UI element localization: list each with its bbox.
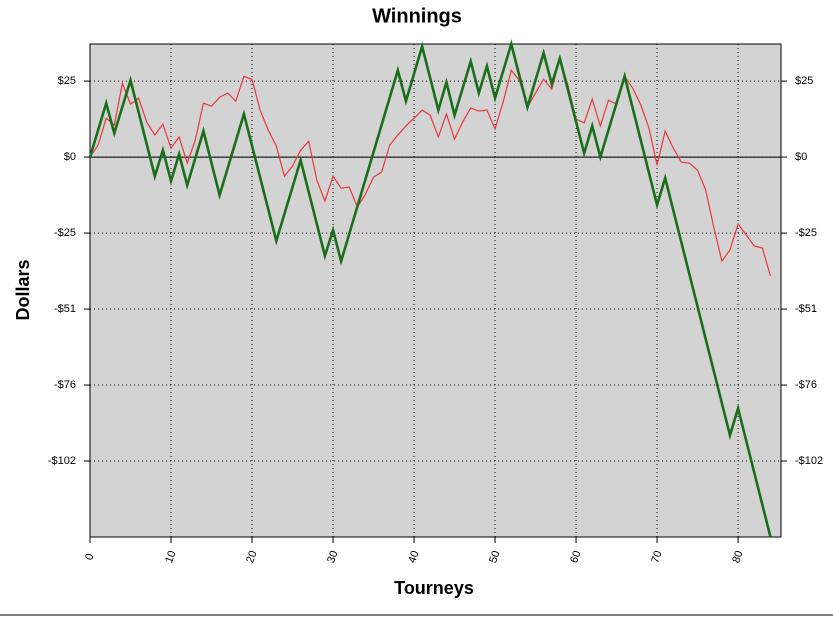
y2-tick-label: -$51	[795, 303, 817, 315]
y-tick-label: -$51	[54, 303, 76, 315]
series-line	[88, 39, 772, 538]
y-tick-label: -$102	[48, 455, 76, 467]
y2-tick-label: -$25	[795, 227, 817, 239]
x-tick-label: 50	[487, 549, 502, 565]
y2-tick-label: $25	[795, 75, 813, 87]
x-tick-label: 30	[325, 549, 340, 565]
x-tick-label: 60	[568, 549, 583, 565]
y2-tick-label: -$76	[795, 379, 817, 391]
series-line	[89, 56, 772, 277]
x-axis-label: Tourneys	[394, 578, 474, 598]
x-tick-label: 20	[244, 549, 259, 565]
x-tick-label: 0	[83, 552, 96, 562]
x-tick-label: 70	[649, 549, 664, 565]
x-tick-label: 10	[163, 549, 178, 565]
y-axis-label: Dollars	[13, 259, 33, 320]
x-tick-label: 40	[406, 549, 421, 565]
y-tick-label: -$25	[54, 227, 76, 239]
y-tick-label: $0	[64, 151, 76, 163]
x-tick-label: 80	[730, 549, 745, 565]
y2-tick-label: -$102	[795, 455, 823, 467]
y2-tick-label: $0	[795, 151, 807, 163]
y-tick-label: $25	[58, 75, 76, 87]
y-tick-label: -$76	[54, 379, 76, 391]
plot-area	[89, 43, 782, 538]
chart-title: Winnings	[372, 5, 462, 27]
